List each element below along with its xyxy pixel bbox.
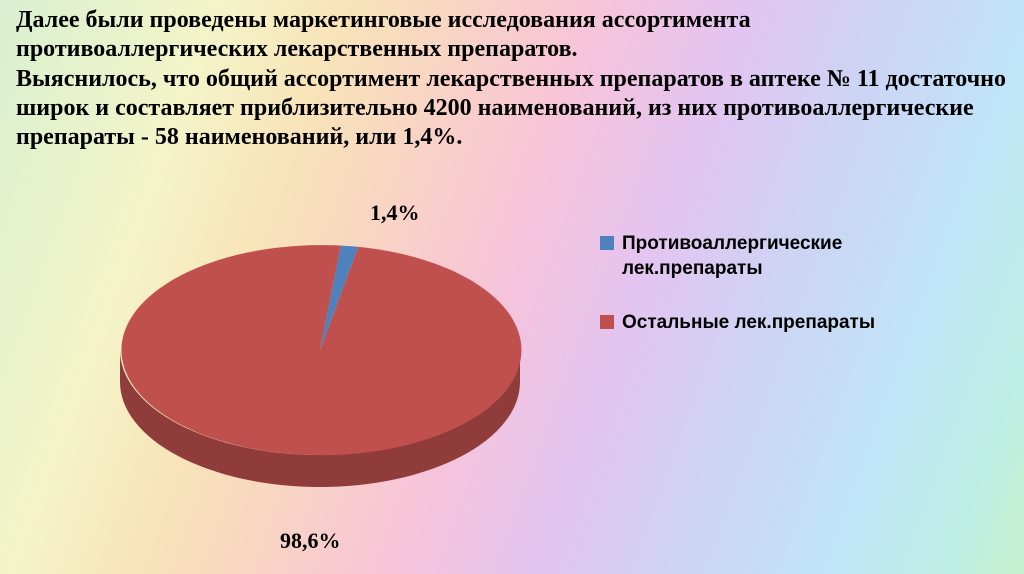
data-label-small: 1,4% (370, 200, 420, 226)
legend-swatch (600, 315, 614, 329)
legend-label: Противоаллергические лек.препараты (622, 232, 962, 281)
legend: Противоаллергические лек.препараты Остал… (600, 232, 1000, 366)
slice-top-large (121, 245, 521, 455)
title-paragraph: Далее были проведены маркетинговые иссле… (16, 6, 1008, 152)
legend-swatch (600, 236, 614, 250)
legend-item: Остальные лек.препараты (600, 311, 1000, 336)
data-label-large: 98,6% (280, 528, 341, 554)
legend-item: Противоаллергические лек.препараты (600, 232, 1000, 281)
pie-chart-3d (100, 200, 540, 550)
legend-label: Остальные лек.препараты (622, 311, 875, 336)
pie-svg (100, 200, 540, 550)
